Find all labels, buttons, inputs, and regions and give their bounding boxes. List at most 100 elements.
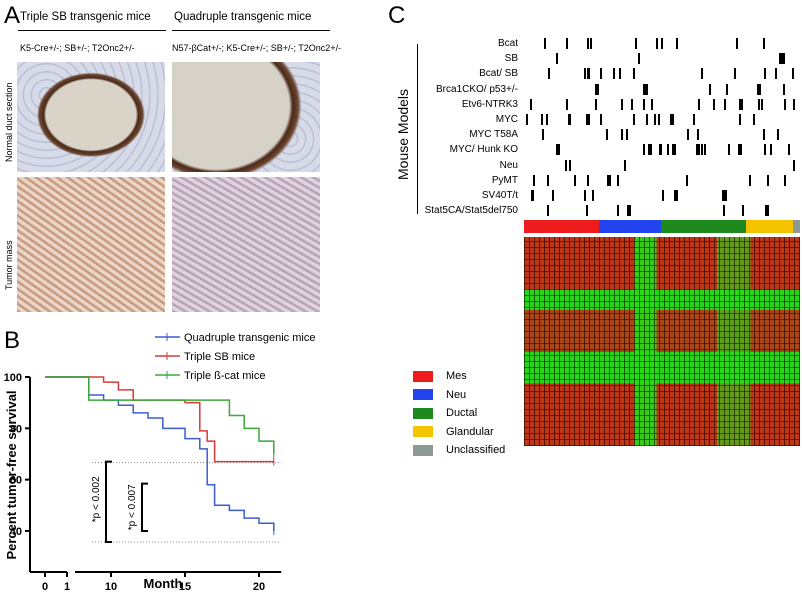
barcode-tick (659, 144, 661, 156)
model-label: Neu (499, 159, 518, 171)
x-tick-label: 1 (64, 581, 70, 593)
barcode-tick (784, 174, 786, 186)
model-label: Etv6-NTRK3 (461, 98, 518, 110)
subtype-segment (793, 220, 800, 233)
column-title: Quadruple transgenic mice (174, 11, 312, 23)
barcode-tick (566, 98, 568, 110)
barcode-tick (701, 68, 703, 80)
barcode-tick (783, 83, 785, 95)
barcode-tick (548, 68, 550, 80)
legend-swatch (413, 444, 433, 456)
barcode-tick (532, 190, 534, 201)
model-barcode (524, 37, 800, 217)
barcode-tick (566, 38, 568, 49)
barcode-tick (764, 144, 766, 156)
row-label: Normal duct section (4, 82, 14, 162)
legend-label: Quadruple transgenic mice (184, 332, 315, 344)
x-tick-label: 0 (42, 581, 48, 593)
barcode-tick (724, 98, 726, 110)
barcode-tick (643, 98, 645, 110)
barcode-tick (547, 205, 549, 217)
subtype-segment (524, 220, 599, 233)
barcode-tick (607, 174, 611, 186)
barcode-tick (693, 114, 695, 125)
barcode-tick (783, 53, 785, 65)
barcode-tick (565, 159, 567, 171)
legend-item: Mes (413, 370, 467, 382)
model-label: PyMT (491, 174, 518, 186)
legend-label: Ductal (446, 407, 478, 419)
barcode-tick (569, 159, 571, 171)
barcode-tick (658, 114, 660, 125)
barcode-tick (635, 38, 637, 49)
genotype: N57-βCat+/-; K5-Cre+/-; SB+/-; T2Onc2+/- (172, 43, 342, 53)
barcode-tick (687, 129, 689, 141)
barcode-tick (531, 190, 533, 201)
barcode-tick (533, 174, 535, 186)
barcode-tick (765, 205, 769, 217)
model-label: Stat5CA/Stat5del750 (424, 205, 518, 217)
barcode-tick (674, 190, 678, 201)
bracket (417, 44, 418, 214)
barcode-tick (643, 83, 647, 95)
barcode-tick (546, 114, 548, 125)
barcode-tick (698, 98, 700, 110)
barcode-tick (587, 174, 589, 186)
barcode-tick (556, 144, 560, 156)
subtype-bar (524, 220, 800, 233)
legend-swatch (413, 426, 433, 437)
barcode-tick (586, 114, 588, 125)
barcode-tick (626, 129, 628, 141)
barcode-tick (631, 98, 633, 110)
model-label: MYC/ Hunk KO (449, 144, 518, 156)
legend-label: Glandular (446, 425, 494, 438)
underline (172, 30, 330, 31)
barcode-tick (547, 174, 549, 186)
barcode-tick (552, 190, 554, 201)
group-label: Mouse Models (395, 88, 411, 180)
survival-chart: B Month Percent tumor-free survival 1008… (4, 327, 316, 593)
barcode-tick (638, 53, 640, 65)
barcode-tick (763, 38, 765, 49)
barcode-tick (651, 98, 653, 110)
panel-label: C (388, 2, 406, 29)
barcode-tick (761, 98, 763, 110)
barcode-tick (597, 83, 599, 95)
barcode-tick (542, 129, 544, 141)
y-tick-label: 40 (10, 526, 22, 538)
barcode-tick (648, 144, 652, 156)
barcode-tick (757, 83, 761, 95)
barcode-tick (619, 68, 621, 80)
subtype-segment (746, 220, 794, 233)
barcode-tick (600, 114, 602, 125)
barcode-tick (530, 98, 532, 110)
barcode-tick (742, 205, 744, 217)
barcode-tick (627, 205, 631, 217)
legend-label: Triple ß-cat mice (184, 370, 266, 382)
barcode-tick (643, 144, 645, 156)
model-label: Bcat (497, 38, 518, 49)
y-tick-label: 100 (4, 372, 22, 384)
barcode-tick (621, 98, 623, 110)
row-label: Tumor mass (4, 240, 14, 290)
micrograph (172, 177, 320, 312)
micrograph (172, 62, 320, 172)
barcode-tick (676, 38, 678, 49)
x-axis-label: Month (144, 576, 183, 591)
subtype-segment (598, 220, 661, 233)
column-title: Triple SB transgenic mice (20, 11, 151, 23)
barcode-tick (587, 38, 589, 49)
barcode-tick (613, 68, 615, 80)
micrograph (17, 62, 165, 172)
y-axis-label: Percent tumor-free survival (4, 390, 19, 559)
bracket (105, 460, 112, 543)
barcode-tick (624, 159, 626, 171)
barcode-tick (586, 205, 588, 217)
barcode-tick (617, 174, 619, 186)
barcode-tick (661, 38, 663, 49)
barcode-tick (726, 83, 728, 95)
barcode-tick (758, 98, 760, 110)
barcode-tick (544, 38, 546, 49)
barcode-tick (723, 205, 725, 217)
